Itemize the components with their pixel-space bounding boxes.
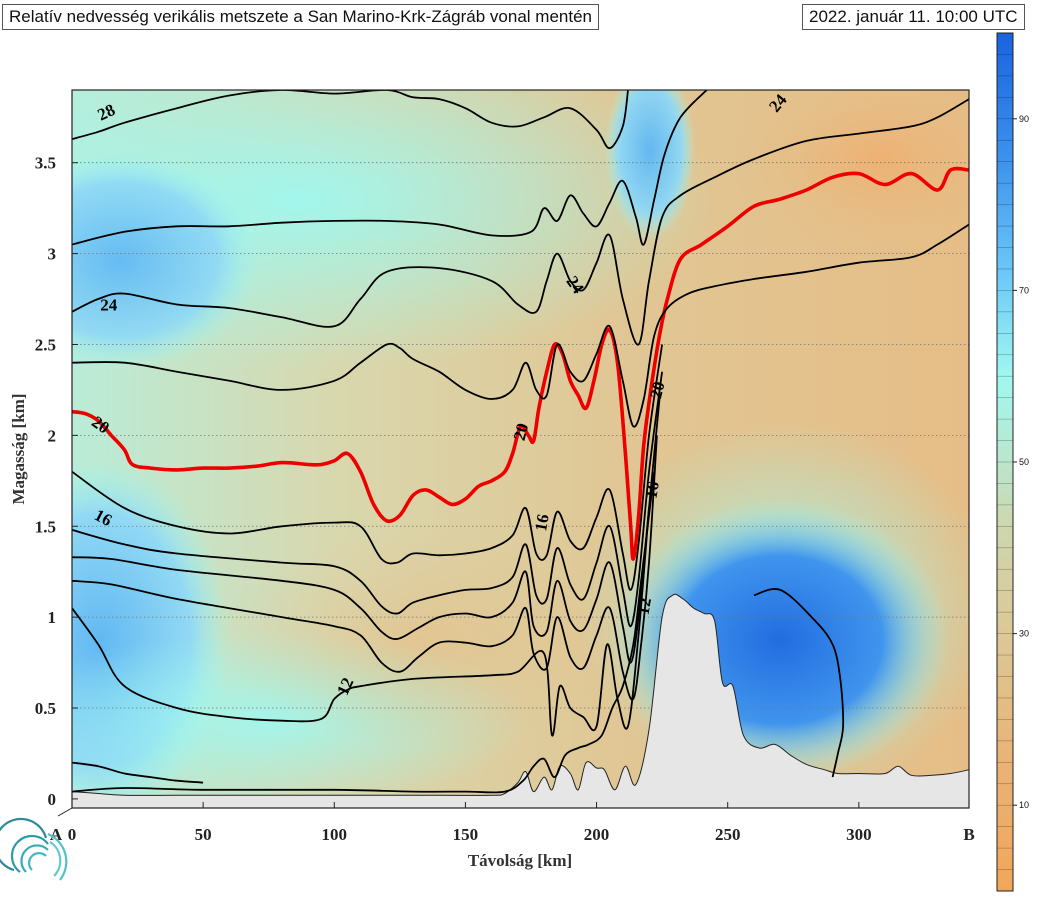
contour-line — [72, 223, 969, 428]
colorbar: 10 30 50 70 90 — [996, 32, 1029, 892]
colorbar-tick-label: 50 — [1019, 457, 1029, 467]
chart-title: Relatív nedvesség verikális metszete a S… — [2, 4, 599, 30]
y-tick-label: 2 — [48, 426, 57, 445]
x-tick-label: 50 — [195, 825, 212, 844]
contour-line — [72, 398, 661, 664]
endpoint-label-end: B — [963, 825, 974, 844]
contour-label: 28 — [95, 100, 118, 124]
y-tick-label: 0 — [48, 790, 57, 809]
contour-line — [72, 90, 629, 150]
y-tick-label: 1.5 — [35, 517, 56, 536]
x-axis-title: Távolság [km] — [468, 851, 572, 870]
contour-label: 16 — [641, 480, 663, 500]
y-tick-label: 3.5 — [35, 154, 56, 173]
contour-label: 16 — [91, 505, 115, 530]
colorbar-tick-label: 70 — [1019, 285, 1029, 295]
contour-line — [753, 588, 845, 778]
y-axis-title: Magasság [km] — [9, 394, 28, 505]
colorbar-tick-label: 10 — [1019, 800, 1029, 810]
x-tick-label: 100 — [322, 825, 348, 844]
contour-line — [72, 371, 663, 628]
x-tick-label: 150 — [453, 825, 479, 844]
contour-line — [72, 435, 658, 701]
contour-line — [72, 90, 708, 246]
axis-corner — [57, 807, 73, 817]
contour-label: 20 — [646, 379, 669, 400]
y-tick-label: 0.5 — [35, 699, 56, 718]
chart-timestamp: 2022. január 11. 10:00 UTC — [802, 4, 1025, 30]
y-tick-label: 2.5 — [35, 335, 56, 354]
y-tick-label: 1 — [48, 608, 57, 627]
contour-line — [72, 471, 656, 794]
contour-line — [72, 508, 650, 737]
contour-lines — [72, 90, 969, 794]
axes: 0 50 100 150 200 250 300 0 0.5 1 1.5 2 2.5 3 3.5 A B — [35, 154, 975, 844]
contour-line — [72, 344, 663, 591]
logo-icon — [0, 817, 68, 881]
colorbar-tick-label: 90 — [1019, 114, 1029, 124]
terrain-profile — [72, 593, 969, 808]
colorbar-tick-label: 30 — [1019, 629, 1029, 639]
contour-label: 16 — [531, 513, 553, 533]
x-tick-label: 300 — [846, 825, 872, 844]
y-tick-label: 3 — [48, 245, 57, 264]
contour-label: 20 — [510, 421, 533, 442]
x-tick-label: 200 — [584, 825, 610, 844]
contour-line — [72, 761, 204, 784]
contour-label: 12 — [333, 675, 357, 698]
contour-line — [72, 98, 969, 346]
x-tick-label: 0 — [68, 825, 77, 844]
plot-frame — [71, 89, 970, 809]
endpoint-label-start: A — [50, 825, 63, 844]
x-tick-label: 250 — [715, 825, 741, 844]
contour-line-highlight — [72, 166, 969, 561]
contour-label: 12 — [633, 596, 655, 616]
contour-label: 24 — [100, 295, 118, 314]
